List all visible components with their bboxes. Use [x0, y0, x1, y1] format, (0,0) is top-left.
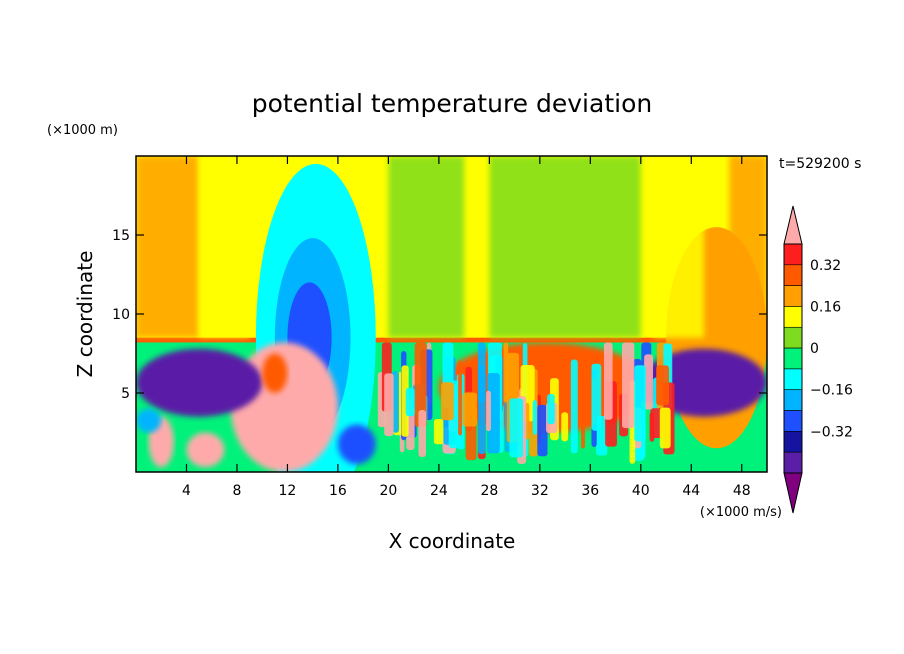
upper-band [388, 156, 465, 338]
field-streak [644, 354, 654, 410]
field-streak [418, 409, 426, 457]
field-streak [561, 412, 569, 442]
field-streak [486, 390, 491, 432]
field-streak [634, 365, 646, 442]
field-streak [477, 342, 486, 403]
x-tick-label: 16 [329, 483, 347, 499]
x-tick-label: 24 [430, 483, 448, 499]
colorbar-frame [783, 243, 803, 474]
x-tick-label: 20 [379, 483, 397, 499]
field-streaks [136, 342, 675, 468]
colorbar-box [783, 306, 803, 328]
colorbar-box [783, 389, 803, 411]
upper-band [136, 156, 200, 338]
field-streak [603, 342, 613, 420]
x-tick-label: 32 [531, 483, 549, 499]
colorbar-box [783, 451, 803, 474]
x-tick-label: 44 [682, 483, 700, 499]
field-streak [414, 342, 427, 427]
colorbar-tick-label: 0.32 [810, 258, 841, 274]
field-streak [405, 387, 415, 417]
x-tick-label: 48 [733, 483, 751, 499]
field-streak [401, 365, 409, 437]
field-streak [547, 394, 555, 425]
field-streak [532, 400, 538, 435]
x-axis-label: X coordinate [389, 529, 516, 553]
x-tick-label: 28 [480, 483, 498, 499]
field-blobs [136, 156, 767, 472]
y-tick-label: 15 [112, 228, 130, 244]
x-tick-label: 8 [232, 483, 241, 499]
y-unit-label: (×1000 m) [47, 123, 118, 138]
field-region-tropopause-line [136, 337, 767, 343]
colorbar-bottom-arrow [783, 472, 803, 514]
y-axis-label: Z coordinate [73, 251, 97, 378]
x-tick-label: 12 [279, 483, 297, 499]
x-unit-label: (×1000 m/s) [700, 505, 782, 520]
field-lobe [186, 432, 225, 468]
field-streak [433, 418, 444, 445]
x-ticks: 4 8 12 16 20 24 28 32 36 40 44 48 [182, 156, 751, 499]
field-streak [392, 371, 399, 433]
colorbar-box [783, 326, 803, 349]
field-streak [656, 365, 670, 406]
colorbar-box [783, 410, 803, 432]
field-lobe [136, 408, 162, 433]
field-lobe [337, 424, 376, 465]
colorbar-tick-label: 0 [810, 341, 819, 357]
field-streak [649, 412, 655, 442]
colorbar-box [783, 285, 803, 307]
colorbar-tick-label: −0.16 [810, 383, 853, 399]
y-ticks: 5 10 15 [112, 228, 767, 402]
field-streak [458, 360, 462, 436]
y-tick-label: 10 [112, 307, 130, 323]
field-streak [659, 407, 671, 449]
colorbar-tick-label: −0.32 [810, 424, 853, 440]
upper-band [489, 156, 641, 338]
field-streak [441, 382, 454, 421]
field-streak [591, 363, 602, 431]
field-layer [136, 156, 767, 472]
y-tick-label: 5 [121, 386, 130, 402]
field-streak [581, 416, 585, 449]
field-region-low-left-cold [136, 348, 263, 417]
field-streak [570, 359, 578, 454]
field-streak [622, 342, 635, 429]
field-streak [503, 342, 509, 403]
x-tick-label: 36 [581, 483, 599, 499]
field-streak [384, 373, 394, 437]
x-tick-label: 4 [182, 483, 191, 499]
x-tick-label: 40 [632, 483, 650, 499]
upper-band [199, 156, 250, 338]
field-lobe [262, 353, 288, 393]
chart-title: potential temperature deviation [252, 89, 652, 118]
colorbar: 0.32 0.16 0 −0.16 −0.32 [783, 205, 853, 514]
colorbar-box [783, 264, 803, 286]
upper-band [729, 156, 767, 338]
colorbar-tick-label: 0.16 [810, 299, 841, 315]
colorbar-box [783, 243, 803, 266]
colorbar-box [783, 368, 803, 391]
colorbar-box [783, 431, 803, 453]
upper-band [653, 156, 704, 338]
field-streak [509, 398, 524, 458]
field-streak [537, 404, 548, 457]
colorbar-box [783, 347, 803, 370]
time-label: t=529200 s [779, 156, 861, 172]
field-streak [462, 392, 478, 427]
colorbar-top-arrow [783, 205, 803, 245]
